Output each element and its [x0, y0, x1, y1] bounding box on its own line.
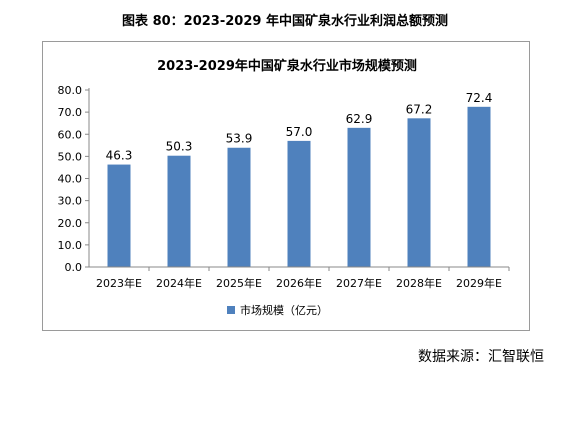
y-tick-label: 70.0 [58, 106, 83, 119]
x-tick-label: 2025年E [216, 276, 262, 290]
x-tick-label: 2029年E [456, 276, 502, 290]
y-tick-label: 20.0 [58, 217, 83, 230]
bar-6 [407, 118, 431, 267]
data-label: 72.4 [466, 91, 493, 105]
x-tick-label: 2023年E [96, 276, 142, 290]
x-tick-label: 2027年E [336, 276, 382, 290]
data-label: 62.9 [346, 112, 373, 126]
data-label: 57.0 [286, 125, 313, 139]
legend-swatch [227, 306, 235, 314]
bar-2 [167, 155, 191, 267]
bar-4 [287, 140, 311, 267]
figure-caption: 图表 80：2023-2029 年中国矿泉水行业利润总额预测 [122, 14, 448, 29]
y-tick-label: 30.0 [58, 195, 83, 208]
x-tick-label: 2024年E [156, 276, 202, 290]
bars: 46.3 50.3 53.9 57.0 62.9 67.2 72.4 [106, 91, 493, 268]
legend: 市场规模（亿元） [227, 303, 328, 317]
y-tick-label: 40.0 [58, 173, 83, 186]
x-tick-label: 2026年E [276, 276, 322, 290]
legend-label: 市场规模（亿元） [240, 303, 328, 317]
source-note: 数据来源：汇智联恒 [418, 349, 544, 365]
data-label: 53.9 [226, 132, 253, 146]
data-label: 46.3 [106, 149, 133, 163]
chart-title: 2023-2029年中国矿泉水行业市场规模预测 [157, 58, 417, 74]
data-label: 50.3 [166, 140, 193, 154]
y-tick-label: 60.0 [58, 128, 83, 141]
y-axis: 0.0 10.0 20.0 30.0 40.0 50.0 60.0 70.0 80.0 [58, 84, 90, 274]
y-tick-label: 10.0 [58, 239, 83, 252]
bar-7 [467, 106, 491, 267]
y-tick-label: 50.0 [58, 150, 83, 163]
x-tick-label: 2028年E [396, 276, 442, 290]
bar-5 [347, 127, 371, 268]
y-tick-label: 0.0 [65, 261, 83, 274]
data-label: 67.2 [406, 102, 433, 116]
bar-chart: 2023-2029年中国矿泉水行业市场规模预测 0.0 10.0 20.0 30.0 4… [58, 58, 510, 317]
x-axis: 2023年E 2024年E 2025年E 2026年E 2027年E 2028年E 2029… [89, 266, 510, 290]
chart-frame: 2023-2029年中国矿泉水行业市场规模预测 0.0 10.0 20.0 30.0 4… [42, 41, 530, 331]
bar-3 [227, 147, 251, 267]
bar-1 [107, 164, 131, 267]
y-tick-label: 80.0 [58, 84, 83, 97]
